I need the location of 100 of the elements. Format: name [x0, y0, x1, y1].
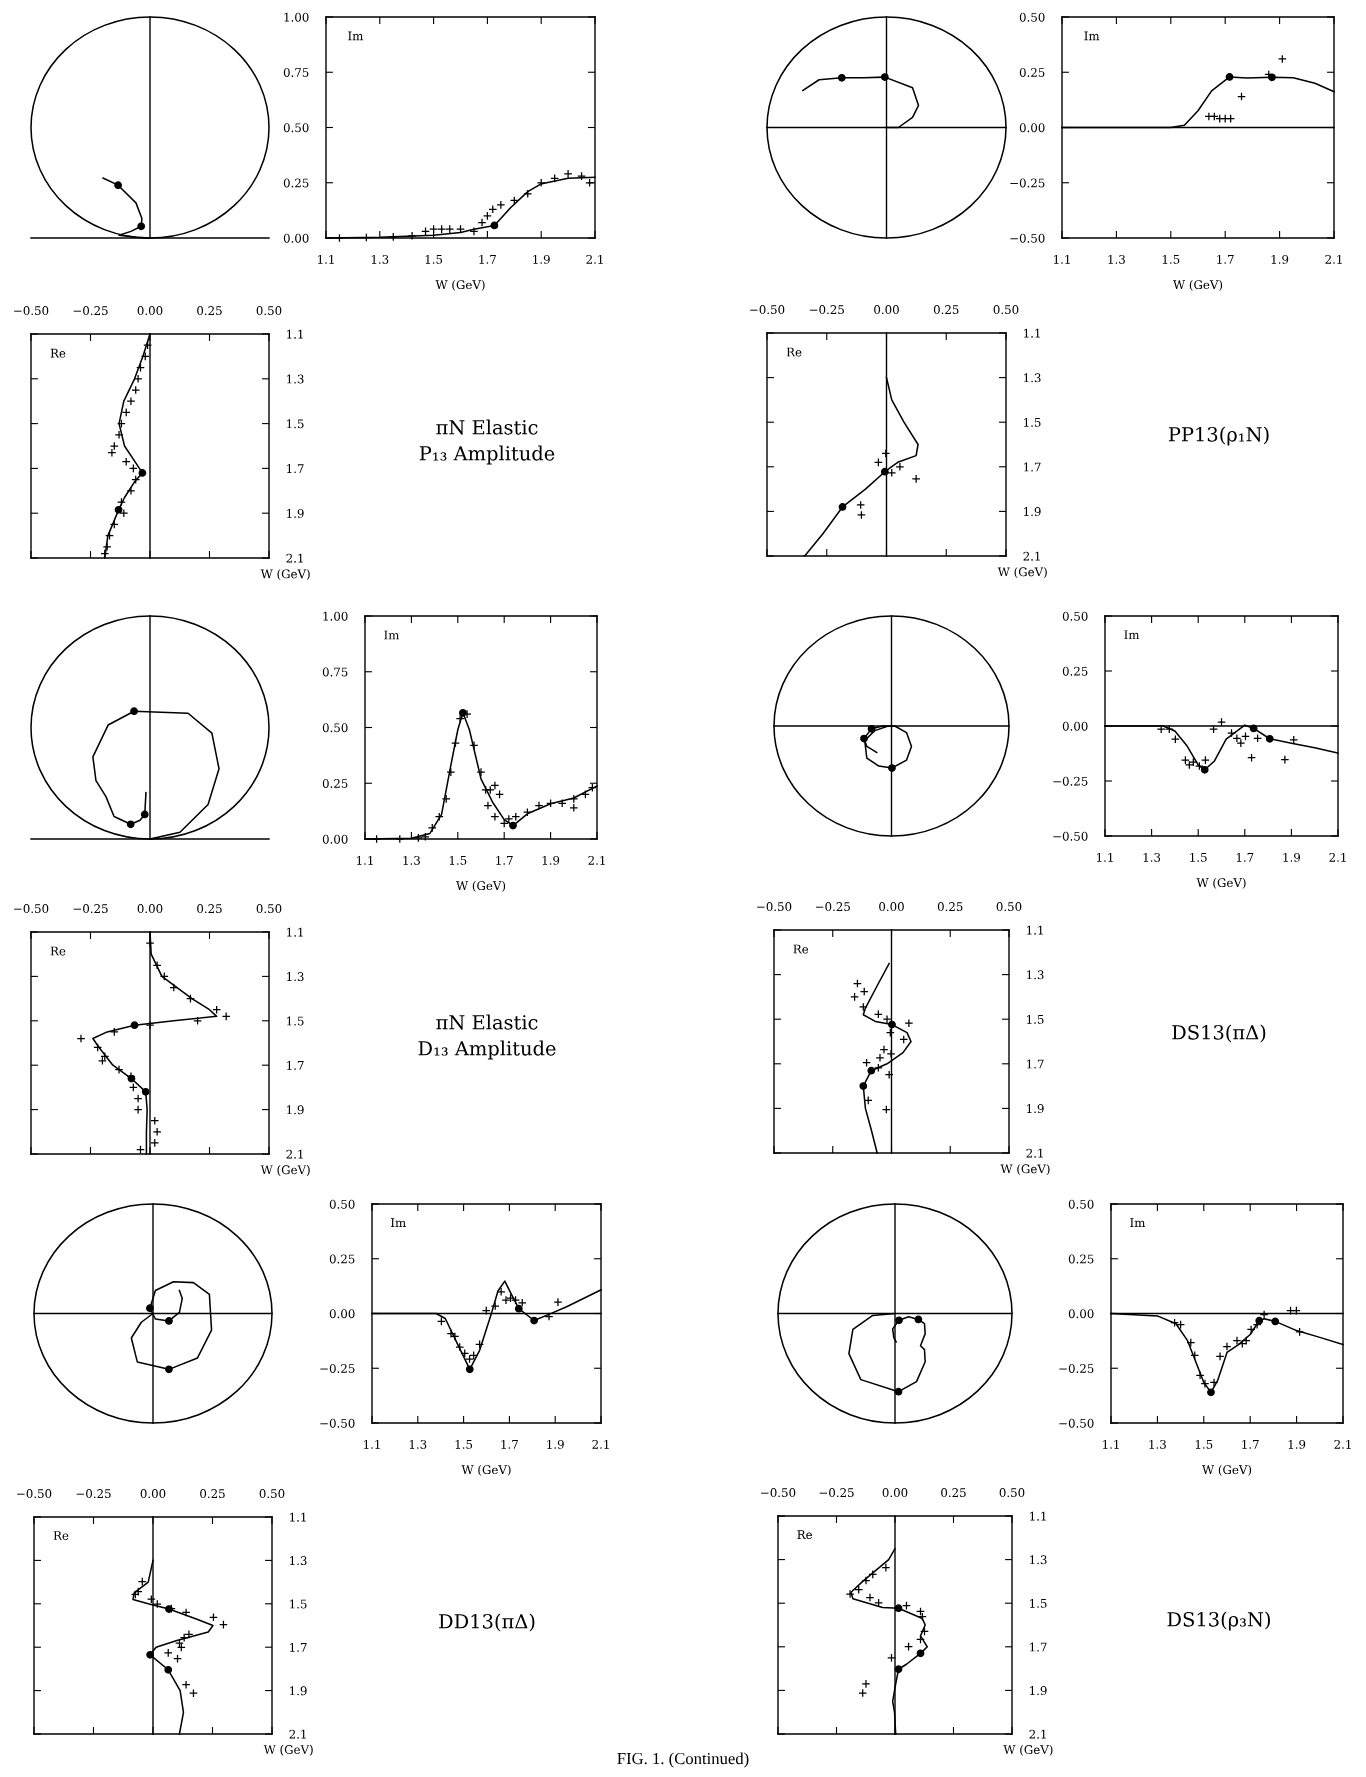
y-tick-label: 1.3	[290, 1556, 307, 1566]
y-tick-label: 2.1	[289, 1729, 306, 1739]
x-tick-label: 1.1	[364, 1439, 380, 1449]
y-tick-label: 1.3	[1027, 970, 1044, 980]
x-tick-label: 1.7	[1217, 254, 1234, 264]
y-tick-label: 1.5	[287, 419, 304, 429]
y-tick-label: 1.3	[1030, 1555, 1047, 1565]
y-tick-label: 1.7	[1027, 1059, 1044, 1069]
annotation: Re	[786, 347, 802, 357]
text: πN Elastic	[436, 419, 538, 435]
x-tick-label: 1.3	[409, 1439, 427, 1449]
text: D₁₃ Amplitude	[418, 1040, 556, 1060]
x-tick-label: 1.5	[449, 855, 467, 865]
y-tick-label: 0.00	[1019, 123, 1045, 133]
x-axis-title: W (GeV)	[461, 1464, 511, 1476]
y-axis-title: W (GeV)	[1003, 1744, 1053, 1756]
y-axis-title: W (GeV)	[260, 569, 310, 581]
x-tick-label: 1.1	[1097, 852, 1113, 862]
annotation: Re	[50, 348, 66, 358]
y-tick-label: 1.9	[290, 1686, 307, 1696]
y-tick-label: 0.00	[1068, 1309, 1094, 1319]
annotation: Im	[384, 630, 400, 640]
y-tick-label: 0.25	[1019, 67, 1045, 77]
x-tick-label: 0.00	[874, 305, 899, 315]
y-tick-label: 1.9	[287, 508, 304, 518]
x-tick-label: 0.00	[882, 1488, 908, 1498]
y-tick-label: 1.9	[1027, 1104, 1044, 1114]
x-tick-label: 1.5	[1190, 852, 1207, 862]
x-tick-label: −0.50	[14, 904, 49, 914]
y-axis-title: W (GeV)	[1000, 1164, 1050, 1175]
annotation: Im	[1130, 1218, 1146, 1227]
y-tick-label: 2.1	[1026, 1148, 1043, 1158]
x-tick-label: 1.1	[357, 855, 373, 865]
x-tick-label: 0.50	[256, 904, 282, 914]
y-tick-label: 0.25	[322, 778, 348, 788]
x-tick-label: 1.7	[496, 855, 513, 865]
x-tick-label: 0.50	[259, 1489, 285, 1499]
x-tick-label: 1.3	[371, 254, 389, 264]
x-tick-label: 2.1	[588, 855, 605, 865]
x-tick-label: 1.3	[1149, 1439, 1166, 1449]
y-tick-label: 1.3	[287, 374, 304, 384]
x-tick-label: 1.7	[1242, 1439, 1259, 1449]
text: DS13(πΔ)	[1172, 1024, 1266, 1043]
y-tick-label: 0.00	[1062, 721, 1088, 731]
x-tick-label: 0.25	[197, 306, 222, 316]
y-tick-label: −0.50	[1010, 233, 1045, 243]
x-tick-label: 1.7	[501, 1439, 518, 1449]
text: P₁₃ Amplitude	[419, 445, 555, 465]
y-tick-label: 0.75	[322, 667, 348, 677]
x-tick-label: 2.1	[1334, 1439, 1351, 1449]
x-tick-label: 0.50	[996, 902, 1022, 912]
y-tick-label: 1.3	[1024, 373, 1041, 383]
y-tick-label: 1.1	[287, 329, 303, 339]
y-tick-label: 1.1	[1027, 925, 1043, 935]
y-tick-label: 0.50	[1062, 611, 1088, 621]
y-tick-label: 1.1	[287, 927, 303, 937]
caption: FIG. 1. (Continued)	[617, 1752, 749, 1768]
x-tick-label: 1.5	[455, 1439, 473, 1449]
x-tick-label: 1.5	[425, 254, 443, 264]
x-tick-label: 0.25	[941, 1488, 966, 1498]
y-tick-label: 0.75	[283, 67, 309, 77]
x-tick-label: −0.25	[73, 306, 108, 316]
x-tick-label: 2.1	[592, 1439, 609, 1449]
x-tick-label: 1.1	[1103, 1439, 1119, 1449]
x-tick-label: 1.3	[1143, 852, 1161, 862]
y-tick-label: 1.7	[1030, 1642, 1047, 1652]
x-tick-label: 1.9	[547, 1439, 564, 1449]
x-tick-label: 2.1	[1325, 254, 1342, 264]
y-tick-label: −0.50	[320, 1418, 355, 1428]
annotation: Im	[390, 1218, 406, 1227]
y-tick-label: 1.5	[1024, 417, 1041, 427]
y-tick-label: 2.1	[1023, 551, 1040, 561]
x-tick-label: 0.00	[137, 306, 163, 316]
x-tick-label: −0.50	[757, 902, 792, 912]
y-tick-label: 1.9	[1024, 507, 1041, 517]
x-tick-label: −0.50	[17, 1489, 52, 1499]
x-tick-label: −0.25	[76, 1489, 111, 1499]
x-tick-label: 1.7	[1236, 852, 1254, 862]
y-tick-label: 0.00	[322, 834, 348, 844]
y-tick-label: 0.50	[1019, 12, 1045, 22]
x-tick-label: −0.50	[761, 1488, 796, 1498]
x-tick-label: 1.3	[1108, 254, 1125, 264]
x-tick-label: 0.00	[140, 1489, 166, 1499]
x-axis-title: W (GeV)	[435, 279, 485, 291]
y-tick-label: 1.7	[287, 1060, 304, 1070]
y-tick-label: 1.5	[290, 1599, 307, 1609]
y-tick-label: 2.1	[286, 553, 303, 563]
y-tick-label: 1.5	[1030, 1598, 1047, 1608]
y-tick-label: 2.1	[286, 1149, 303, 1159]
y-tick-label: 1.00	[284, 12, 309, 22]
y-tick-label: 1.7	[1024, 462, 1041, 472]
y-tick-label: 1.1	[290, 1512, 306, 1522]
text: PP13(ρ₁N)	[1168, 426, 1269, 446]
y-axis-title: W (GeV)	[263, 1744, 313, 1756]
y-tick-label: 1.1	[1024, 328, 1040, 338]
x-tick-label: 0.50	[256, 306, 282, 316]
y-tick-label: 0.00	[329, 1309, 355, 1319]
x-tick-label: −0.25	[815, 902, 850, 912]
y-tick-label: 1.3	[287, 972, 304, 982]
x-axis-title: W (GeV)	[456, 880, 506, 892]
